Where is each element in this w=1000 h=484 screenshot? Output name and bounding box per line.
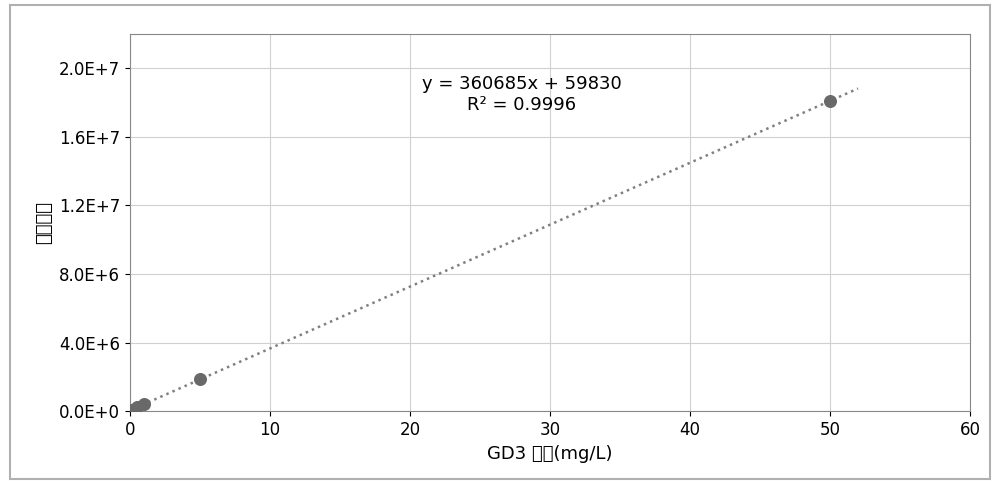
Point <box>192 376 208 383</box>
Point <box>136 400 152 408</box>
Point <box>822 97 838 105</box>
Point <box>129 404 145 411</box>
Point <box>123 407 139 414</box>
Y-axis label: 离子强度: 离子强度 <box>35 201 53 244</box>
X-axis label: GD3 浓度(mg/L): GD3 浓度(mg/L) <box>487 445 613 463</box>
Text: y = 360685x + 59830
R² = 0.9996: y = 360685x + 59830 R² = 0.9996 <box>422 75 622 114</box>
